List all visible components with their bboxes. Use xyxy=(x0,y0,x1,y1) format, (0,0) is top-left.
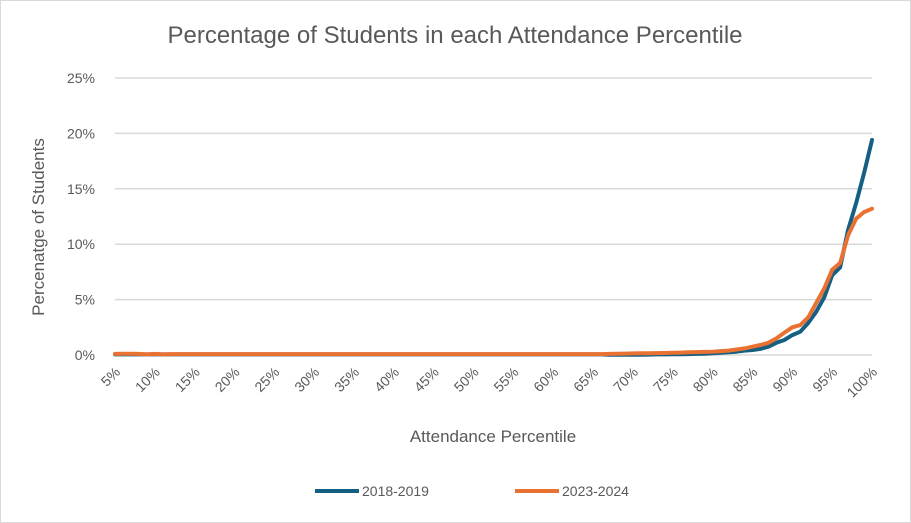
x-tick-label: 15% xyxy=(172,364,203,395)
series-line-2023-2024 xyxy=(113,206,874,357)
x-tick-label: 50% xyxy=(451,364,482,395)
x-tick-label: 35% xyxy=(331,364,362,395)
y-tick-label: 10% xyxy=(67,236,95,252)
series-line-2018-2019 xyxy=(113,138,874,357)
y-tick-label: 0% xyxy=(75,347,95,363)
y-tick-label: 20% xyxy=(67,125,95,141)
x-tick-label: 5% xyxy=(97,364,123,390)
x-axis-label: Attendance Percentile xyxy=(410,427,576,446)
x-tick-label: 65% xyxy=(570,364,601,395)
x-tick-label: 45% xyxy=(411,364,442,395)
chart-title: Percentage of Students in each Attendanc… xyxy=(167,22,742,49)
x-tick-label: 100% xyxy=(843,364,880,401)
x-tick-label: 20% xyxy=(212,364,243,395)
x-tick-label: 40% xyxy=(371,364,402,395)
y-axis-label: Percenatge of Students xyxy=(29,138,48,316)
x-tick-label: 30% xyxy=(291,364,322,395)
legend-label: 2018-2019 xyxy=(362,483,429,499)
x-tick-label: 70% xyxy=(610,364,641,395)
legend-label: 2023-2024 xyxy=(562,483,629,499)
y-tick-label: 15% xyxy=(67,181,95,197)
x-tick-label: 85% xyxy=(729,364,760,395)
x-tick-label: 60% xyxy=(530,364,561,395)
x-tick-label: 25% xyxy=(251,364,282,395)
x-tick-label: 80% xyxy=(690,364,721,395)
x-tick-label: 55% xyxy=(490,364,521,395)
y-tick-label: 5% xyxy=(75,292,95,308)
x-tick-label: 75% xyxy=(650,364,681,395)
x-tick-label: 10% xyxy=(132,364,163,395)
x-tick-label: 95% xyxy=(809,364,840,395)
x-tick-label: 90% xyxy=(769,364,800,395)
y-tick-label: 25% xyxy=(67,70,95,86)
